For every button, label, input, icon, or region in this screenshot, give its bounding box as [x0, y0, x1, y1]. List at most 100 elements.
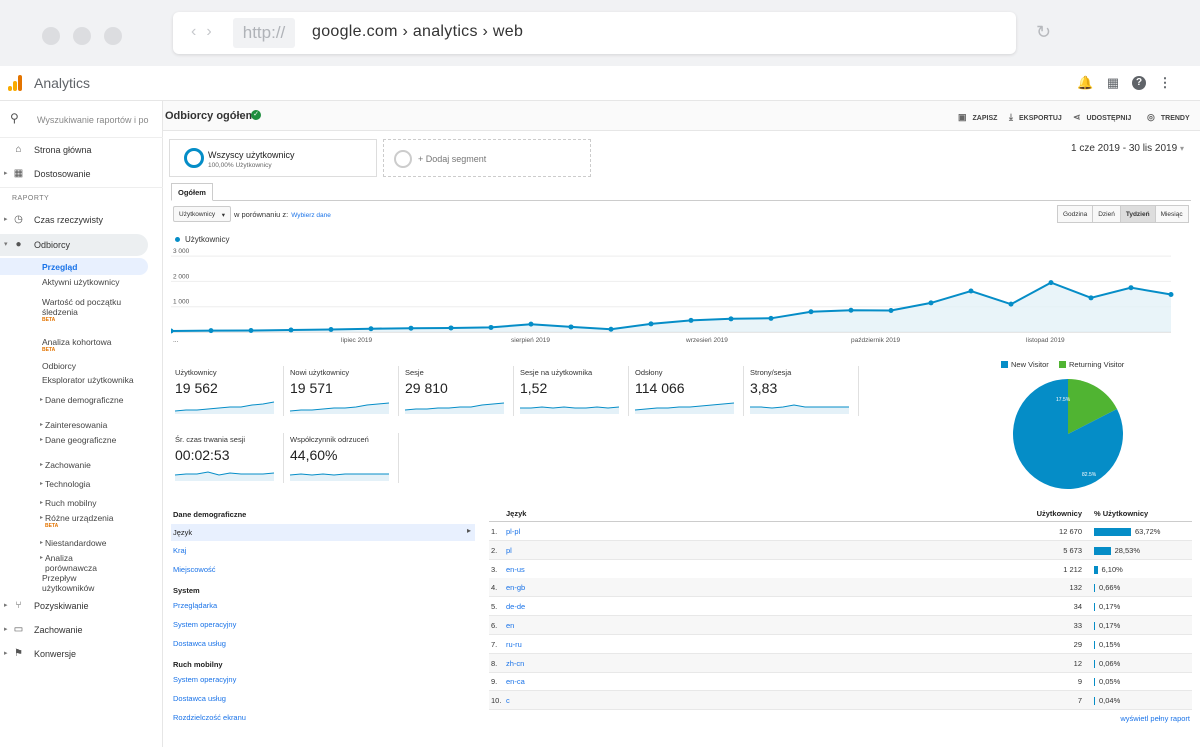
metric-tile[interactable]: Sesje na użytkownika 1,52	[518, 366, 628, 416]
nav-audience[interactable]: ▾ ● Odbiorcy	[0, 234, 148, 256]
metric-dropdown[interactable]: Użytkownicy ▾	[173, 206, 231, 222]
data-point[interactable]	[688, 317, 694, 323]
tab-overview[interactable]: Ogółem	[171, 183, 213, 201]
more-vert-icon[interactable]: ⋮	[1158, 75, 1172, 90]
data-point[interactable]	[208, 328, 214, 334]
dim-isp[interactable]: Dostawca usług	[173, 639, 226, 648]
dim-os[interactable]: System operacyjny	[173, 620, 237, 629]
export-button[interactable]: ⤓ EKSPORTUJ	[1009, 112, 1062, 123]
dim-mobile-isp[interactable]: Dostawca usług	[173, 694, 226, 703]
nav-geo[interactable]: ▸ Dane geograficzne	[40, 435, 145, 445]
data-point[interactable]	[1048, 280, 1054, 286]
apps-grid-icon[interactable]: ▦	[1106, 75, 1120, 90]
nav-cohort[interactable]: Analiza kohortowa BETA	[42, 337, 142, 353]
data-point[interactable]	[1088, 295, 1094, 301]
dim-browser[interactable]: Przeglądarka	[173, 601, 218, 610]
granularity-day[interactable]: Dzień	[1092, 205, 1121, 223]
data-point[interactable]	[1168, 292, 1174, 298]
data-point[interactable]	[768, 315, 774, 321]
window-maximize-dot[interactable]	[104, 27, 122, 45]
nav-interests[interactable]: ▸ Zainteresowania	[40, 420, 145, 430]
nav-realtime[interactable]: ▸ ◷ Czas rzeczywisty	[0, 209, 148, 231]
trends-button[interactable]: ◎ TRENDY	[1147, 112, 1190, 123]
address-bar[interactable]: ‹› http:// google.com › analytics › web	[173, 12, 1016, 54]
data-point[interactable]	[568, 324, 574, 330]
dim-screen-resolution[interactable]: Rozdzielczość ekranu	[173, 713, 246, 722]
data-point[interactable]	[248, 327, 254, 333]
nav-users-flow[interactable]: Przepływ użytkowników	[42, 573, 95, 593]
window-close-dot[interactable]	[42, 27, 60, 45]
nav-benchmarking[interactable]: ▸ Analiza porównawcza	[40, 553, 115, 573]
metric-tile[interactable]: Użytkownicy 19 562	[173, 366, 283, 416]
row-language-link[interactable]: pl	[506, 545, 512, 555]
granularity-month[interactable]: Miesiąc	[1154, 205, 1189, 223]
metric-tile[interactable]: Sesje 29 810	[403, 366, 513, 416]
row-language-link[interactable]: ru-ru	[506, 639, 522, 649]
bell-icon[interactable]: 🔔	[1077, 75, 1094, 90]
metric-tile[interactable]: Odsłony 114 066	[633, 366, 743, 416]
nav-custom[interactable]: ▸ Niestandardowe	[40, 538, 145, 548]
segment-all-users[interactable]: Wszyscy użytkownicy 100,00% Użytkownicy	[169, 139, 377, 177]
data-point[interactable]	[848, 307, 854, 313]
nav-active-users[interactable]: Aktywni użytkownicy	[42, 277, 120, 287]
row-language-link[interactable]: en	[506, 621, 515, 630]
nav-cross-device[interactable]: ▸ Różne urządzenia BETA	[40, 513, 145, 529]
dim-country[interactable]: Kraj	[173, 546, 187, 555]
nav-behavior-sub[interactable]: ▸ Zachowanie	[40, 460, 145, 470]
data-point[interactable]	[1128, 285, 1134, 291]
back-forward-icon[interactable]: ‹›	[191, 23, 222, 40]
row-language-link[interactable]: en-gb	[506, 583, 526, 593]
data-point[interactable]	[328, 326, 334, 332]
data-point[interactable]	[288, 327, 294, 333]
data-point[interactable]	[1008, 301, 1014, 307]
help-icon[interactable]: ?	[1132, 76, 1146, 90]
choose-data-link[interactable]: Wybierz dane	[291, 212, 331, 219]
url-text[interactable]: google.com › analytics › web	[312, 23, 524, 40]
nav-customization[interactable]: ▸ ▦ Dostosowanie	[0, 163, 148, 185]
nav-lifetime-value[interactable]: Wartość od początku śledzenia BETA	[42, 297, 142, 323]
row-language-link[interactable]: de-de	[506, 602, 526, 612]
pie-slice-returning[interactable]	[1068, 379, 1118, 434]
search-input[interactable]: Wyszukiwanie raportów i po	[37, 115, 149, 125]
row-language-link[interactable]: pl-pl	[506, 527, 521, 536]
granularity-hour[interactable]: Godzina	[1057, 205, 1094, 223]
data-point[interactable]	[648, 321, 654, 327]
data-point[interactable]	[488, 324, 494, 330]
nav-audiences[interactable]: Odbiorcy	[42, 361, 77, 371]
save-button[interactable]: ▣ ZAPISZ	[958, 112, 997, 123]
data-point[interactable]	[888, 307, 894, 313]
date-range-picker[interactable]: 1 cze 2019 - 30 lis 2019 ▾	[1071, 143, 1184, 154]
nav-demographics[interactable]: ▸ Dane demograficzne	[40, 395, 145, 405]
metric-tile[interactable]: Śr. czas trwania sesji 00:02:53	[173, 433, 283, 483]
metric-tile[interactable]: Współczynnik odrzuceń 44,60%	[288, 433, 398, 483]
pie-slice-new[interactable]	[1013, 379, 1123, 489]
data-point[interactable]	[728, 316, 734, 322]
nav-technology[interactable]: ▸ Technologia	[40, 479, 145, 489]
data-point[interactable]	[171, 328, 174, 334]
data-point[interactable]	[928, 300, 934, 306]
dim-city[interactable]: Miejscowość	[173, 565, 216, 574]
add-segment-button[interactable]: + Dodaj segment	[383, 139, 591, 177]
share-button[interactable]: ⋖ UDOSTĘPNIJ	[1073, 112, 1131, 123]
data-point[interactable]	[608, 326, 614, 332]
full-report-link[interactable]: wyświetl pełny raport	[1120, 714, 1190, 723]
nav-home[interactable]: ⌂ Strona główna	[0, 139, 148, 161]
nav-acquisition[interactable]: ▸ ⑂ Pozyskiwanie	[0, 595, 148, 617]
metric-tile[interactable]: Nowi użytkownicy 19 571	[288, 366, 398, 416]
nav-audience-overview[interactable]: Przegląd	[0, 258, 148, 275]
window-minimize-dot[interactable]	[73, 27, 91, 45]
data-point[interactable]	[448, 325, 454, 331]
row-language-link[interactable]: en-us	[506, 564, 525, 574]
data-point[interactable]	[528, 321, 534, 327]
granularity-week[interactable]: Tydzień	[1119, 205, 1156, 223]
row-language-link[interactable]: en-ca	[506, 677, 525, 687]
metric-tile[interactable]: Strony/sesja 3,83	[748, 366, 858, 416]
data-point[interactable]	[368, 326, 374, 332]
nav-user-explorer[interactable]: Eksplorator użytkownika	[42, 375, 134, 385]
dim-language[interactable]: Język ▸	[171, 524, 475, 541]
nav-behavior[interactable]: ▸ ▭ Zachowanie	[0, 619, 148, 641]
dim-mobile-os[interactable]: System operacyjny	[173, 675, 237, 684]
reload-icon[interactable]: ↻	[1036, 22, 1052, 42]
data-point[interactable]	[968, 288, 974, 294]
nav-mobile[interactable]: ▸ Ruch mobilny	[40, 498, 145, 508]
